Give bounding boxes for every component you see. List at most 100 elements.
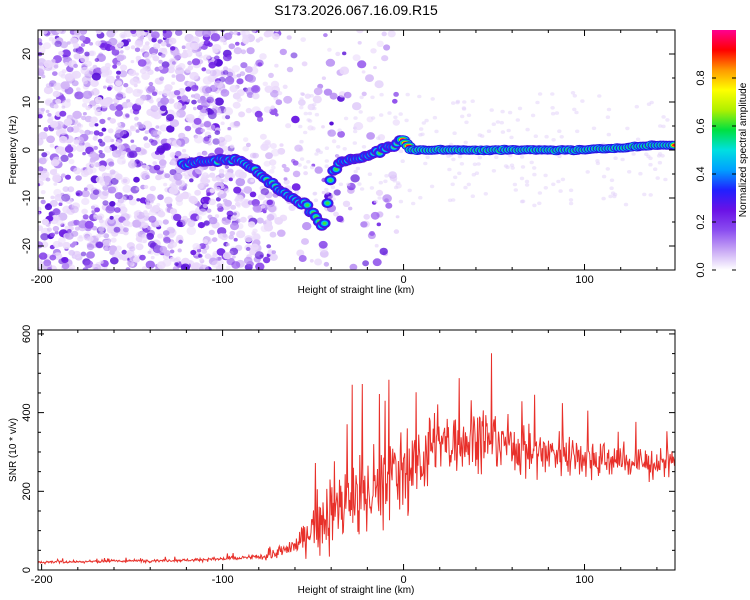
noise-cell	[203, 220, 210, 226]
noise-cell	[129, 150, 138, 158]
noise-cell	[227, 126, 232, 131]
noise-cell	[160, 41, 167, 47]
noise-cell	[130, 158, 135, 163]
noise-cell	[151, 53, 157, 59]
noise-cell	[158, 65, 164, 70]
noise-cell	[606, 132, 611, 137]
noise-cell	[122, 184, 132, 193]
noise-cell	[557, 129, 562, 133]
noise-cell	[126, 99, 131, 103]
noise-cell	[520, 165, 526, 169]
noise-cell	[120, 176, 131, 185]
noise-cell	[169, 249, 175, 254]
noise-cell	[38, 38, 43, 44]
noise-cell	[595, 159, 600, 163]
noise-cell	[271, 165, 276, 170]
noise-cell	[254, 110, 263, 118]
noise-cell	[172, 139, 182, 148]
noise-cell	[216, 203, 223, 209]
noise-cell	[631, 152, 636, 156]
noise-cell	[115, 80, 123, 87]
noise-cell	[222, 251, 232, 260]
noise-cell	[199, 257, 204, 262]
noise-cell	[81, 208, 88, 215]
noise-cell	[117, 144, 125, 151]
snr-frame	[37, 329, 676, 571]
noise-cell	[53, 188, 62, 197]
noise-cell	[222, 233, 228, 238]
noise-cell	[301, 61, 308, 67]
noise-cell	[572, 94, 577, 98]
noise-cell	[263, 160, 271, 167]
noise-cell	[299, 139, 304, 144]
noise-cell	[535, 100, 540, 105]
noise-cell	[281, 163, 287, 169]
noise-cell	[245, 246, 251, 251]
noise-cell	[175, 179, 183, 186]
noise-cell	[160, 163, 166, 169]
noise-cell	[357, 41, 362, 45]
noise-cell	[110, 237, 117, 243]
noise-cell	[268, 72, 274, 78]
snr-plot-area	[38, 330, 675, 570]
noise-cell	[204, 253, 212, 259]
noise-cell	[132, 109, 140, 115]
noise-cell	[116, 43, 121, 47]
noise-cell	[214, 214, 220, 219]
noise-cell	[117, 122, 122, 127]
noise-cell	[198, 208, 207, 216]
noise-cell	[196, 215, 202, 221]
noise-cell	[196, 152, 202, 157]
noise-cell	[124, 45, 130, 51]
noise-cell	[123, 30, 133, 38]
noise-cell	[350, 174, 360, 183]
noise-cell	[307, 125, 314, 131]
noise-cell	[274, 217, 284, 225]
noise-cell	[298, 255, 307, 262]
noise-cell	[244, 235, 253, 243]
noise-cell	[229, 144, 235, 149]
spectrogram-y-ticks: -20 -10 0 10 20	[21, 29, 675, 271]
noise-cell	[543, 173, 548, 178]
noise-cell	[323, 88, 333, 96]
colorbar-tick-label: 0.2	[695, 214, 707, 229]
noise-cell	[254, 251, 264, 260]
noise-cell	[81, 197, 90, 206]
noise-cell	[133, 83, 138, 88]
y-tick-label: 0	[21, 147, 33, 153]
noise-cell	[216, 256, 222, 261]
noise-cell	[130, 30, 137, 34]
noise-cell	[202, 203, 208, 209]
noise-cell	[339, 66, 350, 75]
noise-cell	[89, 42, 94, 46]
noise-cell	[158, 91, 163, 95]
noise-cell	[373, 66, 377, 70]
noise-cell	[404, 118, 409, 123]
noise-cell	[128, 69, 137, 77]
noise-cell	[489, 108, 494, 112]
noise-cell	[457, 171, 462, 176]
noise-cell	[235, 41, 240, 46]
noise-cell	[162, 219, 169, 225]
y-tick-label: 10	[21, 96, 33, 108]
carrier-cell	[328, 178, 333, 182]
noise-cell	[215, 197, 221, 202]
noise-cell	[249, 191, 257, 198]
noise-cell	[41, 30, 48, 35]
noise-cell	[66, 41, 71, 45]
noise-cell	[201, 67, 207, 72]
noise-cell	[447, 167, 452, 172]
noise-cell	[195, 244, 201, 250]
noise-cell	[207, 134, 212, 139]
noise-cell	[54, 40, 62, 47]
noise-cell	[451, 157, 456, 162]
noise-cell	[222, 70, 229, 75]
x-tick-label: 0	[400, 574, 406, 586]
noise-cell	[194, 166, 204, 175]
noise-cell	[95, 176, 104, 184]
noise-cell	[250, 243, 259, 251]
noise-cell	[133, 176, 140, 183]
noise-cell	[153, 43, 161, 50]
noise-cell	[396, 181, 401, 185]
